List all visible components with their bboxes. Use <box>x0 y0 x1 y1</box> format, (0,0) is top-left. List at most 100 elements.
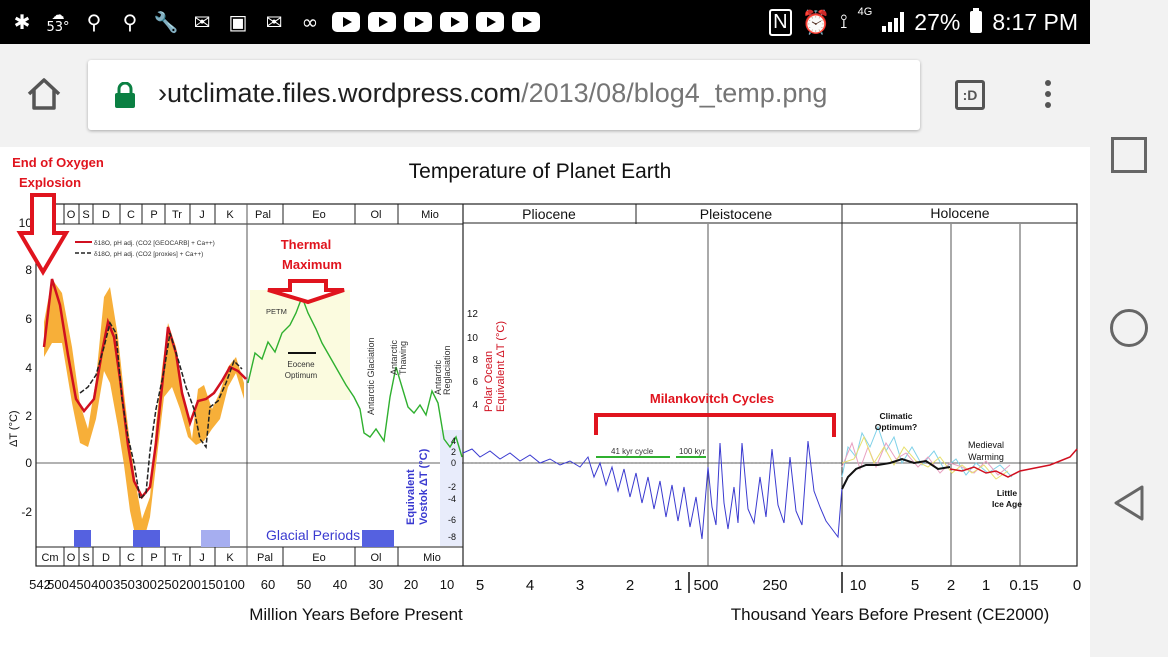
wifi-icon: ⟟ <box>840 10 848 33</box>
eocene-optimum-label: Optimum <box>285 371 318 380</box>
voicemail-icon: ∞ <box>301 10 319 34</box>
x-tick: 1 <box>674 577 682 594</box>
x-tick: 542 <box>29 577 51 592</box>
x-tick: 10 <box>850 577 867 594</box>
period-label: P <box>150 552 157 564</box>
vostok-axis-ticks: 4 2 0 -2 -4 -6 -8 <box>448 436 456 542</box>
address-bar[interactable]: ›utclimate.files.wordpress.com/2013/08/b… <box>88 60 920 130</box>
cenozoic-curve <box>247 295 463 458</box>
x-tick: 2 <box>626 577 634 594</box>
vostok-tick: -2 <box>448 482 456 492</box>
x-tick: 250 <box>762 577 787 594</box>
y-tick: -2 <box>21 505 32 519</box>
x-tick: 500 <box>47 577 69 592</box>
x-tick: 350 <box>113 577 135 592</box>
holocene-mean-curve <box>841 457 951 490</box>
period-label: O <box>67 209 76 221</box>
vostok-tick: -6 <box>448 515 456 525</box>
y-axis-label: ΔT (°C) <box>8 410 20 447</box>
gmail-icon: ✉ <box>265 10 283 34</box>
period-label: Tr <box>172 209 182 221</box>
x-tick: 3 <box>576 577 584 594</box>
vostok-shading <box>440 430 462 546</box>
x-tick: 200 <box>179 577 201 592</box>
x-tick: 10 <box>440 577 454 592</box>
x-tick: 100 <box>223 577 245 592</box>
period-label: C <box>127 552 135 564</box>
vostok-tick: 0 <box>451 458 456 468</box>
recents-button[interactable] <box>1111 137 1147 173</box>
period-label: Pal <box>255 209 271 221</box>
glacial-period-bar <box>74 530 91 547</box>
url-text[interactable]: ›utclimate.files.wordpress.com/2013/08/b… <box>158 78 827 109</box>
medieval-warming-label: Medieval <box>968 440 1004 450</box>
oxygen-explosion-label: Explosion <box>19 175 81 190</box>
x-tick: 500 <box>693 577 718 594</box>
period-label: O <box>67 552 76 564</box>
x-tick: 0 <box>1073 577 1081 594</box>
y-tick: 10 <box>19 216 33 230</box>
modern-temperature-curve <box>949 448 1078 478</box>
top-period-labels: O S D C P Tr J K Pal Eo Ol Mio <box>67 209 439 221</box>
mail-icon: ✉ <box>193 10 211 34</box>
youtube-icon <box>332 12 360 32</box>
x-tick: 2 <box>947 577 955 594</box>
antarctic-reglaciation-label: Reglaciation <box>442 345 452 395</box>
signal-icon <box>882 12 905 32</box>
url-path: /2013/08/blog4_temp.png <box>521 78 828 108</box>
oxygen-explosion-label: End of Oxygen <box>12 155 104 170</box>
uncertainty-band <box>44 279 244 547</box>
x-tick: 60 <box>261 577 275 592</box>
x-tick: 40 <box>333 577 347 592</box>
youtube-icon <box>476 12 504 32</box>
polar-tick: 10 <box>467 333 479 344</box>
polar-axis-ticks: 12 10 8 6 4 <box>467 309 479 411</box>
little-ice-age-label: Little <box>997 488 1018 498</box>
polar-tick: 8 <box>472 355 478 366</box>
vostok-tick: 4 <box>451 436 456 446</box>
overflow-menu-icon[interactable] <box>1042 80 1054 112</box>
battery-icon <box>970 8 983 33</box>
bluetooth-icon: ✱ <box>13 10 31 34</box>
browser-toolbar: ›utclimate.files.wordpress.com/2013/08/b… <box>0 44 1090 147</box>
glacial-period-bar <box>133 530 160 547</box>
home-button[interactable] <box>1110 309 1148 347</box>
kyr100-label: 100 kyr <box>679 447 706 456</box>
period-label: Eo <box>312 209 325 221</box>
keyhole-icon-2: ⚲ <box>122 10 138 34</box>
epoch-label: Pliocene <box>522 206 576 222</box>
thermal-maximum-label: Thermal <box>281 237 332 252</box>
x-tick: 400 <box>91 577 113 592</box>
system-icons: N ⏰ ⟟ 4G 27% 8:17 PM <box>769 6 1078 38</box>
temperature-curve-proxies <box>79 321 243 501</box>
kyr41-label: 41 kyr cycle <box>611 447 654 456</box>
wrench-icon: 🔧 <box>153 10 179 34</box>
x-axis-label-myr: Million Years Before Present <box>249 605 463 624</box>
home-icon[interactable] <box>24 74 64 114</box>
x-tick: 20 <box>404 577 418 592</box>
x-tick: 450 <box>69 577 91 592</box>
x-axis-ticks-myr: 542 500 450 400 350 300 250 200 150 100 … <box>29 577 682 594</box>
period-label: S <box>82 209 89 221</box>
polar-axis-label: Equivalent ΔT (°C) <box>495 321 507 412</box>
antarctic-thawing-label: Antarctic <box>389 339 399 375</box>
period-label: S <box>82 552 89 564</box>
back-button[interactable] <box>1110 483 1148 523</box>
x-tick: 1 <box>982 577 990 594</box>
bottom-period-band <box>63 547 399 566</box>
climatic-optimum-label: Climatic <box>879 411 912 421</box>
thermal-maximum-label: Maximum <box>282 257 342 272</box>
vostok-tick: -8 <box>448 532 456 542</box>
milankovitch-bracket <box>594 413 836 437</box>
medieval-warming-label: Warming <box>968 452 1004 462</box>
navigation-bar <box>1090 0 1168 657</box>
x-tick: 50 <box>297 577 311 592</box>
legend: δ18O, pH adj. (CO2 [GEOCARB] + Ca++) δ18… <box>75 240 215 258</box>
vostok-axis-label: Equivalent <box>405 469 417 525</box>
x-axis-ticks-kyr: 500 250 10 5 2 1 0.15 0 <box>693 577 1081 594</box>
y-tick: 0 <box>25 456 32 470</box>
tab-switcher-button[interactable]: :D <box>955 80 985 110</box>
youtube-icon <box>368 12 396 32</box>
glacial-periods-label: Glacial Periods <box>266 527 360 543</box>
youtube-icon <box>404 12 432 32</box>
